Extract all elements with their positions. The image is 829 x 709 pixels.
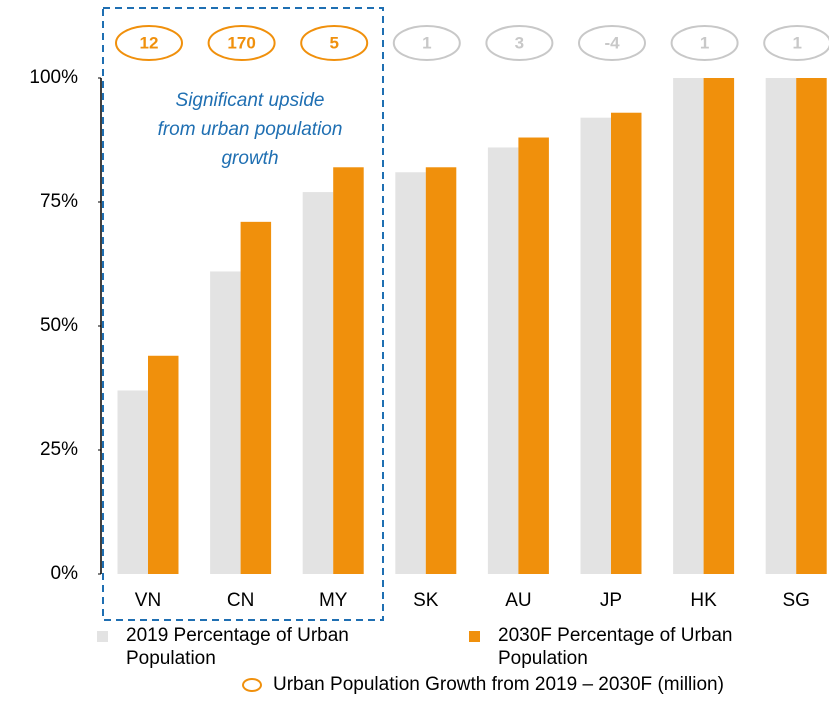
- growth-bubble: [115, 25, 183, 61]
- bar: [703, 78, 735, 574]
- annotation: from urban population: [158, 119, 343, 140]
- bar: [210, 271, 241, 574]
- growth-bubble: [578, 25, 646, 61]
- y-tick-label: 75%: [40, 191, 78, 212]
- growth-bubble: [670, 25, 739, 61]
- growth-label: 12: [140, 33, 159, 52]
- growth-bubble: [300, 25, 369, 61]
- x-tick-label: AU: [505, 590, 531, 611]
- growth-bubble: [207, 25, 276, 61]
- bar: [302, 192, 334, 574]
- bar: [425, 167, 457, 574]
- highlight-box: [102, 7, 384, 621]
- x-tick-label: VN: [135, 590, 161, 611]
- x-tick-label: SG: [782, 590, 809, 611]
- bar: [796, 78, 827, 574]
- growth-label: 5: [329, 33, 338, 52]
- growth-label: 1: [792, 33, 801, 52]
- bar: [518, 137, 549, 574]
- legend-bubble: [242, 678, 262, 692]
- bar: [333, 167, 364, 574]
- bar: [765, 78, 797, 574]
- growth-bubble: [763, 25, 829, 61]
- bar: [487, 147, 519, 574]
- bar: [673, 78, 704, 574]
- bar: [580, 117, 611, 575]
- growth-label: 1: [422, 33, 431, 52]
- growth-bubble: [485, 25, 554, 61]
- y-tick-label: 0%: [51, 563, 79, 584]
- bar: [240, 221, 272, 574]
- annotation: growth: [221, 148, 278, 169]
- y-tick-label: 25%: [40, 439, 78, 460]
- y-tick-label: 50%: [40, 315, 78, 336]
- x-tick-label: SK: [413, 590, 439, 611]
- bar: [117, 390, 148, 574]
- bar: [148, 355, 179, 574]
- bar: [611, 112, 642, 574]
- bar: [395, 172, 426, 575]
- y-tick-label: 100%: [29, 67, 78, 88]
- growth-label: 3: [515, 33, 524, 52]
- legend-swatch: [469, 631, 480, 642]
- x-tick-label: CN: [227, 590, 254, 611]
- growth-label: 1: [700, 33, 709, 52]
- x-tick-label: MY: [319, 590, 348, 611]
- x-tick-label: JP: [600, 590, 622, 611]
- growth-bubble: [392, 25, 461, 61]
- growth-label: -4: [604, 33, 620, 52]
- legend-swatch: [97, 631, 108, 642]
- growth-label: 170: [227, 33, 255, 52]
- annotation: Significant upside: [176, 90, 325, 111]
- legend-label: Urban Population Growth from 2019 – 2030…: [273, 674, 724, 695]
- legend-label: 2030F Percentage of Urban Population: [498, 625, 733, 669]
- x-tick-label: HK: [690, 590, 717, 611]
- legend-label: 2019 Percentage of Urban Population: [126, 625, 349, 669]
